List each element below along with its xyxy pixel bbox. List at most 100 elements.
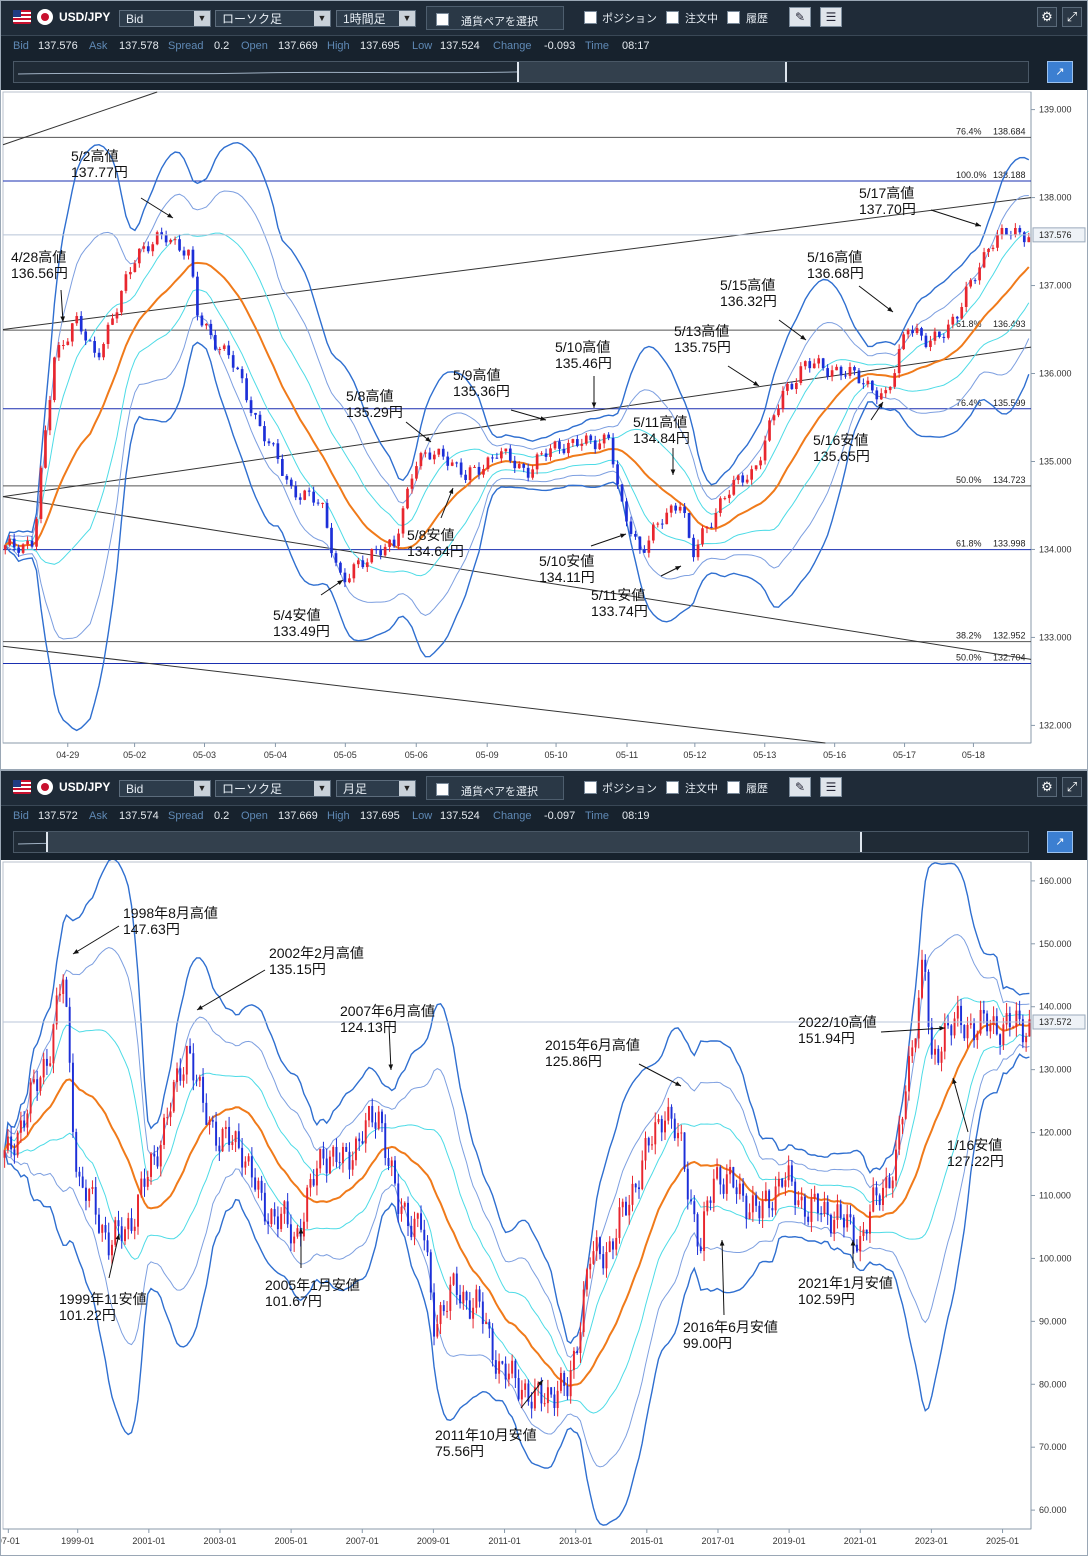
high-value: 137.695 (360, 40, 400, 52)
annotation-price: 135.29円 (346, 404, 403, 420)
scroll-latest-icon[interactable]: ↗ (1047, 831, 1073, 853)
candle-body (569, 1370, 572, 1397)
candle-body (878, 1195, 881, 1206)
navigator-track[interactable] (13, 61, 1029, 83)
chart-type-select[interactable]: ローソク足 ▼ (215, 10, 331, 27)
expand-icon[interactable]: ⤢ (1062, 7, 1082, 27)
currency-pair-label[interactable]: USD/JPY (59, 10, 111, 24)
gear-icon[interactable]: ⚙ (1037, 777, 1057, 797)
history-checkbox[interactable] (727, 781, 740, 794)
orders-checkbox[interactable] (666, 11, 679, 24)
low-label: Low (412, 810, 433, 822)
candle-body (325, 502, 329, 528)
gear-icon[interactable]: ⚙ (1037, 7, 1057, 27)
annotation-arrow (140, 197, 174, 219)
chart-navigator[interactable]: ↗ (1, 56, 1087, 90)
candle-body (351, 1160, 354, 1170)
candle-body (784, 1180, 787, 1187)
y-tick-label: 135.000 (1039, 456, 1072, 466)
price-side-select[interactable]: Bid ▼ (119, 780, 211, 797)
candle-body (286, 1201, 289, 1225)
orders-checkbox[interactable] (666, 781, 679, 794)
navigator-track[interactable] (13, 831, 1029, 853)
pair-select-button[interactable]: 通貨ペアを選択 (426, 776, 564, 800)
candle-body (205, 1102, 208, 1125)
candle-body (423, 1229, 426, 1241)
candle-body (97, 352, 101, 358)
annotation-title: 5/11高値 (633, 414, 687, 430)
candle-body (52, 1024, 55, 1064)
position-checkbox[interactable] (584, 781, 597, 794)
trend-line (2, 91, 158, 146)
indicator-list-icon[interactable]: ☰ (820, 7, 842, 27)
chart-navigator[interactable]: ↗ (1, 826, 1087, 860)
candle-body (254, 1177, 257, 1190)
candle-body (500, 451, 503, 459)
navigator-window[interactable] (46, 832, 862, 852)
bid-label: Bid (13, 40, 29, 52)
candle-body (598, 443, 602, 450)
time-label: Time (585, 810, 610, 822)
timeframe-select[interactable]: 1時間足 ▼ (336, 10, 416, 27)
candle-body (140, 1178, 143, 1195)
x-tick-label: 97-01 (1, 1536, 20, 1546)
position-checkbox[interactable] (584, 11, 597, 24)
us-flag-icon (13, 780, 31, 794)
draw-tool-icon[interactable]: ✎ (789, 7, 811, 27)
draw-tool-icon[interactable]: ✎ (789, 777, 811, 797)
candle-body (1012, 1027, 1015, 1029)
candle-body (316, 502, 320, 504)
current-price-tag (1032, 227, 1086, 243)
chart-toolbar: USD/JPY Bid ▼ ローソク足 ▼ 1時間足 ▼ 通貨ペアを選択 ポジション … (1, 1, 1087, 36)
history-checkbox[interactable] (727, 11, 740, 24)
x-tick-label: 05-10 (545, 750, 568, 760)
candle-body (768, 420, 771, 441)
pair-select-checkbox[interactable] (436, 13, 449, 26)
fibonacci-price: 136.493 (993, 319, 1026, 329)
hourly-chart-svg: 139.000 138.000 137.000 136.000 135.000 134.0… (2, 91, 1086, 760)
annotation-title: 2022/10高値 (798, 1014, 877, 1030)
candle-body (26, 540, 29, 545)
candle-body (576, 1350, 579, 1354)
candle-body (348, 578, 351, 583)
expand-icon[interactable]: ⤢ (1062, 777, 1082, 797)
annotation-title: 1/16安値 (947, 1137, 1002, 1153)
scroll-latest-icon[interactable]: ↗ (1047, 61, 1073, 83)
candle-body (852, 1217, 855, 1245)
currency-pair-label[interactable]: USD/JPY (59, 780, 111, 794)
candle-body (338, 1162, 341, 1164)
candle-body (397, 533, 400, 547)
candle-body (102, 343, 105, 358)
fibonacci-price: 132.704 (993, 652, 1026, 662)
pair-select-label: 通貨ペアを選択 (461, 16, 538, 28)
candle-body (693, 1201, 696, 1215)
candle-body (150, 1153, 152, 1177)
chevron-down-icon: ▼ (399, 11, 415, 26)
candle-body (303, 490, 307, 500)
chart-panel-hourly: USD/JPY Bid ▼ ローソク足 ▼ 1時間足 ▼ 通貨ペアを選択 ポジション … (0, 0, 1088, 770)
pair-select-button[interactable]: 通貨ペアを選択 (426, 6, 564, 30)
candle-body (826, 1201, 829, 1215)
current-price-label: 137.576 (1039, 230, 1072, 240)
navigator-window[interactable] (517, 62, 787, 82)
candle-body (384, 1123, 387, 1159)
bollinger-band-2sigma-upper (4, 190, 1029, 546)
price-side-select[interactable]: Bid ▼ (119, 10, 211, 27)
indicator-list-icon[interactable]: ☰ (820, 777, 842, 797)
fibonacci-percent: 50.0% (956, 475, 982, 485)
candle-body (101, 1225, 104, 1233)
candle-body (628, 1204, 631, 1216)
candle-body (1005, 1013, 1008, 1025)
timeframe-select[interactable]: 月足 ▼ (336, 780, 416, 797)
candle-body (727, 494, 731, 499)
price-side-value: Bid (126, 12, 144, 26)
candle-body (354, 1138, 357, 1161)
annotation-price: 102.59円 (798, 1291, 855, 1307)
annotation-title: 2005年1月安値 (265, 1277, 360, 1293)
chart-type-select[interactable]: ローソク足 ▼ (215, 780, 331, 797)
quote-bar: Bid 137.572 Ask 137.574 Spread 0.2 Open … (1, 806, 1087, 826)
candle-body (377, 1111, 380, 1129)
candle-body (921, 959, 923, 998)
candle-body (394, 1160, 396, 1184)
pair-select-checkbox[interactable] (436, 783, 449, 796)
